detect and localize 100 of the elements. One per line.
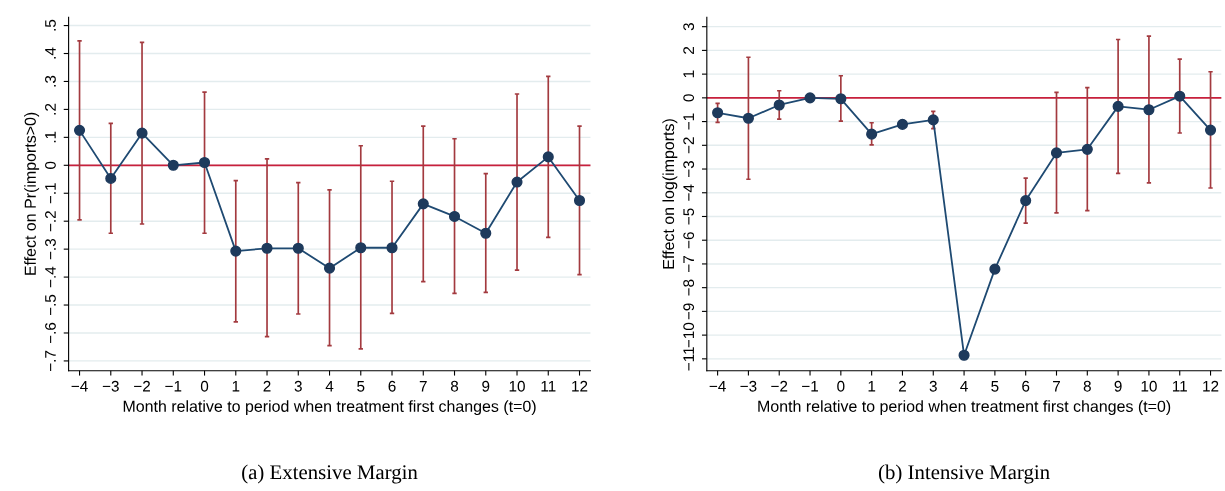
point xyxy=(448,210,461,222)
point xyxy=(198,156,211,169)
point xyxy=(261,242,273,254)
x-tick-label: 5 xyxy=(357,380,365,392)
x-tick-label: 10 xyxy=(509,380,525,392)
y-tick-label: −.3 xyxy=(45,238,56,260)
y-tick-label: .4 xyxy=(45,47,56,59)
point xyxy=(167,159,179,171)
x-tick-label: 0 xyxy=(200,380,209,392)
x-tick-label: −2 xyxy=(134,380,150,392)
x-tick-label: 1 xyxy=(868,380,876,392)
x-tick-label: −4 xyxy=(71,380,88,392)
point xyxy=(1050,147,1063,159)
y-tick-label: −9 xyxy=(683,303,695,320)
point xyxy=(742,112,754,124)
x-tick-label: 10 xyxy=(1141,380,1157,392)
y-tick-label: 0 xyxy=(45,161,56,169)
point xyxy=(1081,143,1093,155)
point xyxy=(292,242,304,254)
x-tick-label: 11 xyxy=(1172,380,1187,392)
point xyxy=(480,227,492,239)
point xyxy=(1174,90,1186,102)
x-tick-label: −2 xyxy=(771,380,788,392)
y-tick-label: −11 xyxy=(683,347,694,371)
point xyxy=(773,99,785,111)
point xyxy=(573,194,586,207)
point xyxy=(958,349,970,361)
x-tick-label: 2 xyxy=(263,380,271,392)
x-tick-label: 3 xyxy=(929,380,937,392)
x-tick-label: 3 xyxy=(294,380,302,392)
x-tick-label: 1 xyxy=(232,380,240,392)
point xyxy=(1143,104,1155,116)
text: (b) Intensive Margin xyxy=(878,464,1050,484)
x-tick-label: 2 xyxy=(898,380,906,392)
point xyxy=(1112,100,1124,112)
text: (a) Extensive Margin xyxy=(242,464,418,484)
x-tick-label: −4 xyxy=(709,380,726,392)
y-tick-label: −5 xyxy=(683,208,695,225)
x-tick-label: 11 xyxy=(541,380,556,392)
x-tick-label: −3 xyxy=(740,380,757,392)
x-tick-label: 6 xyxy=(388,380,396,392)
x-tick-label: 9 xyxy=(1114,380,1122,392)
y-tick-label: 0 xyxy=(683,94,695,102)
point xyxy=(804,92,816,104)
y-tick-label: −.2 xyxy=(45,211,56,232)
point xyxy=(989,263,1001,275)
point xyxy=(323,262,336,274)
point xyxy=(866,128,878,140)
x-tick-label: −1 xyxy=(165,380,182,392)
y-tick-label: .3 xyxy=(45,75,56,87)
point xyxy=(355,242,367,254)
point xyxy=(712,107,724,119)
x-tick-label: 7 xyxy=(1053,380,1060,392)
point xyxy=(835,93,847,105)
x-tick-label: −1 xyxy=(802,380,818,392)
x-axis-title: Month relative to period when treatment first changes (t=0) xyxy=(758,400,1171,416)
x-tick-label: 9 xyxy=(482,380,490,392)
point xyxy=(511,176,523,188)
point xyxy=(1020,195,1032,207)
y-tick-label: .1 xyxy=(45,131,56,143)
y-tick-label: 2 xyxy=(683,46,694,54)
x-axis-title: Month relative to period when treatment first changes (t=0) xyxy=(123,400,536,416)
y-tick-label: −.7 xyxy=(45,350,56,371)
y-tick-label: −.5 xyxy=(45,294,56,316)
point xyxy=(927,114,939,126)
x-tick-label: 4 xyxy=(960,380,968,392)
y-tick-label: 3 xyxy=(683,23,695,31)
x-tick-label: 0 xyxy=(837,380,845,392)
x-tick-label: 8 xyxy=(1083,380,1091,392)
point xyxy=(542,151,554,163)
y-tick-label: −.6 xyxy=(45,322,56,344)
y-tick-label: −3 xyxy=(683,160,695,177)
x-tick-label: 5 xyxy=(991,380,999,392)
x-tick-label: −3 xyxy=(102,380,119,392)
y-tick-label: .5 xyxy=(45,19,56,31)
x-tick-label: 6 xyxy=(1022,380,1030,392)
x-tick-label: 12 xyxy=(1203,380,1219,392)
point xyxy=(105,172,117,184)
y-tick-label: −4 xyxy=(683,184,694,201)
y-tick-label: −.1 xyxy=(45,183,56,204)
y-tick-label: −6 xyxy=(683,232,695,249)
y-axis-title: Effect on log(imports) xyxy=(662,119,678,269)
point xyxy=(230,245,242,257)
y-tick-label: −.4 xyxy=(45,266,56,288)
y-tick-label: −1 xyxy=(683,113,694,130)
point xyxy=(136,127,148,139)
x-tick-label: 7 xyxy=(419,380,427,392)
x-tick-label: 12 xyxy=(572,380,588,392)
x-tick-label: 4 xyxy=(325,380,334,392)
y-tick-label: −7 xyxy=(683,256,694,272)
point xyxy=(1204,124,1217,136)
y-tick-label: −2 xyxy=(683,137,694,154)
y-tick-label: −10 xyxy=(683,322,695,348)
point xyxy=(386,242,398,254)
point xyxy=(417,198,429,210)
x-tick-label: 8 xyxy=(450,380,459,392)
point xyxy=(73,124,86,136)
y-tick-label: .2 xyxy=(45,103,56,115)
y-axis-title: Effect on Pr(imports>0) xyxy=(24,112,40,275)
point xyxy=(896,118,909,130)
